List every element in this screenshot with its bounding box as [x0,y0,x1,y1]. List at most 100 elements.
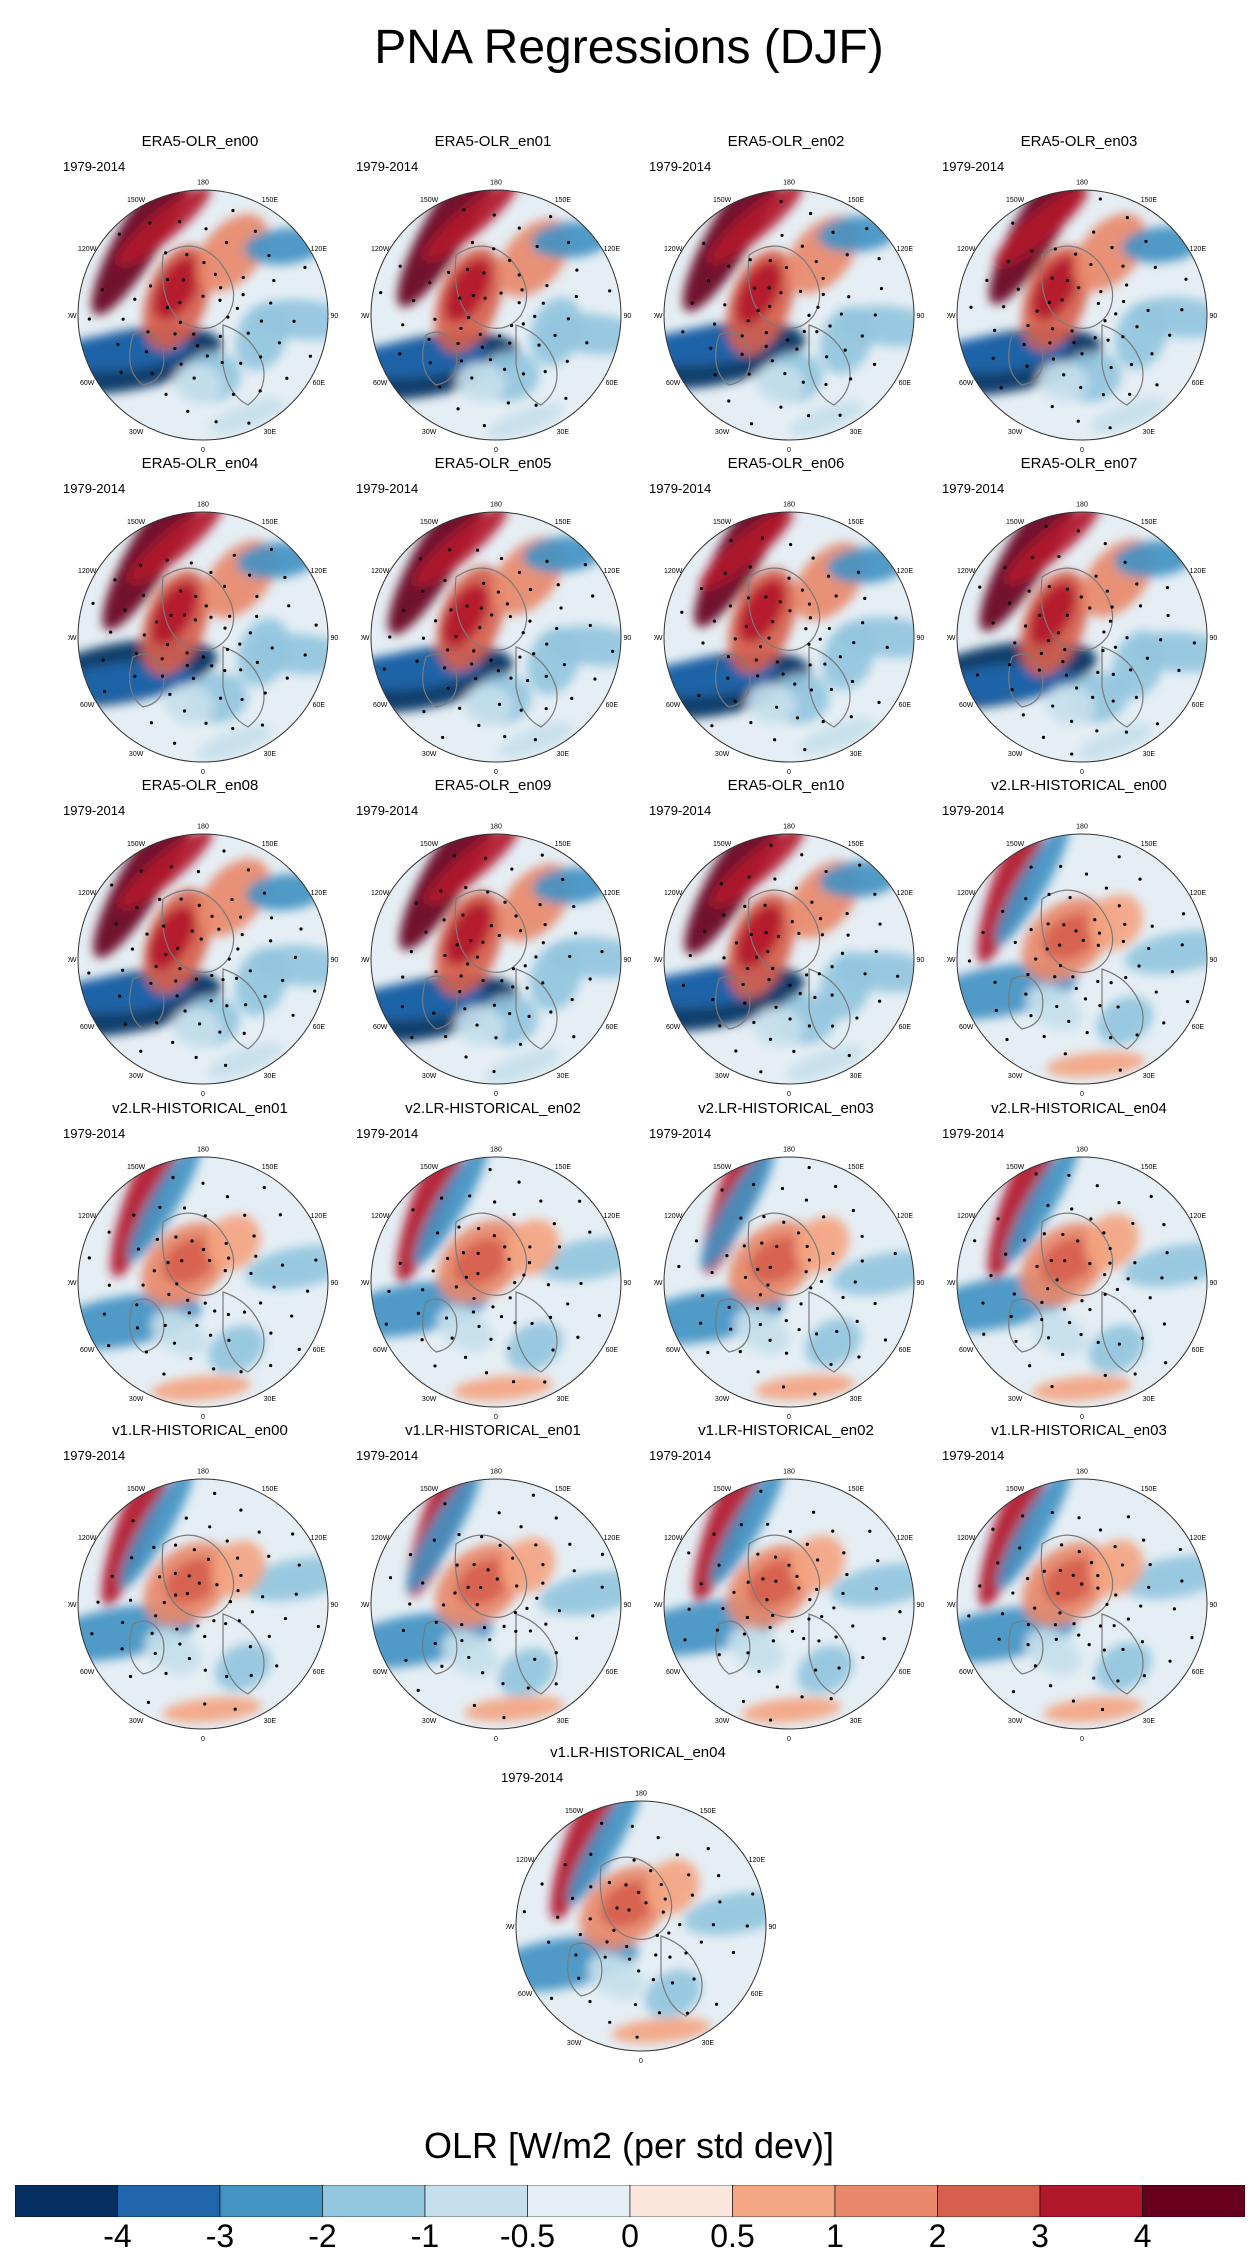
longitude-label: 90E [624,957,631,964]
olr-anomaly-region [150,581,198,645]
longitude-label: 60E [899,1024,912,1031]
longitude-label: 150E [848,841,865,848]
colorbar-tick-labels: -4 -3 -2 -1 -0.5 0 0.5 1 2 3 4 [0,2218,1258,2266]
longitude-label: 120W [371,1535,390,1542]
olr-anomaly-region [1031,256,1079,321]
longitude-label: 30W [567,2040,582,2047]
period-label: 1979-2014 [63,159,126,174]
colorbar [15,2185,1245,2217]
longitude-label: 60W [666,1024,681,1031]
olr-anomaly-region [1040,1237,1097,1284]
longitude-label: 150W [127,1486,146,1493]
longitude-label: 120W [78,890,97,897]
colorbar-tick-label: 0 [621,2218,639,2254]
map-panel: v2.LR-HISTORICAL_en02 180 150E 120E 90E 60E 30… [348,1100,638,1421]
olr-anomaly-region [196,724,272,761]
longitude-label: 60W [959,380,974,387]
longitude-label: 120W [78,1213,97,1220]
colorbar-swatch [322,2185,426,2217]
olr-anomaly-region [1111,630,1165,699]
olr-anomaly-region [1095,1642,1152,1691]
coastline [129,1212,265,1373]
olr-anomaly-region [453,1238,510,1285]
longitude-label: 150E [1141,197,1158,204]
olr-anomaly-region [1005,512,1100,585]
olr-anomaly-region [423,190,518,261]
longitude-label: 120W [957,568,976,575]
longitude-label: 60E [313,380,326,387]
longitude-label: 60E [899,1347,912,1354]
olr-anomaly-region [755,362,805,404]
olr-anomaly-region [819,306,873,375]
olr-anomaly-region [153,256,201,320]
longitude-label: 0 [494,1414,498,1421]
period-label: 1979-2014 [649,1126,712,1141]
longitude-label: 180 [1076,823,1088,830]
longitude-label: 60W [666,702,681,709]
longitude-label: 60W [666,1347,681,1354]
olr-anomaly-region [101,1479,172,1606]
map-panel: v2.LR-HISTORICAL_en04 180 150E 120E 90E 60E 30… [934,1100,1224,1421]
longitude-label: 30E [1143,1396,1156,1403]
longitude-label: 60E [1192,380,1205,387]
polar-map: 180 150E 120E 90E 60E 30E 0 30W 60W 90W 120W 150W [506,1790,776,2065]
olr-anomaly-region [234,947,288,1016]
longitude-label: 150E [262,1164,279,1171]
colorbar-tick-label: -2 [308,2218,337,2254]
olr-anomaly-region [211,1540,266,1597]
longitude-label: 0 [201,769,205,776]
longitude-label: 60W [959,1347,974,1354]
panel-grid: ERA5-OLR_en00 180 150E 120E 90E 60E 30E 0 30W 60W… [63,133,1224,2065]
longitude-label: 30E [557,1073,570,1080]
coastline [422,1212,558,1373]
significance-stippling [522,1821,755,2039]
olr-anomaly-region [145,1628,201,1675]
olr-anomaly-region [456,1559,512,1606]
map-panel: ERA5-OLR_en07 180 150E 120E 90E 60E 30E 0 30W 60W… [934,455,1224,776]
significance-stippling [379,208,612,428]
longitude-label: 30E [557,429,570,436]
period-label: 1979-2014 [63,1126,126,1141]
olr-anomaly-region [1043,913,1099,960]
longitude-label: 0 [1080,769,1084,776]
olr-anomaly-region [1026,984,1082,1031]
olr-anomaly-region [1029,581,1077,646]
colorbar-swatch [117,2185,221,2217]
colorbar-swatch [834,2185,938,2217]
map-panel: v2.LR-HISTORICAL_en00 180 150E 120E 90E 60E 30… [934,777,1224,1098]
period-label: 1979-2014 [942,1126,1005,1141]
olr-anomaly-region [237,618,291,687]
polar-map: 180 150E 120E 90E 60E 30E 0 30W 60W 90W 120W 150W [654,1146,924,1421]
longitude-label: 150E [1141,519,1158,526]
longitude-label: 0 [201,1414,205,1421]
longitude-label: 90E [1210,635,1217,642]
longitude-label: 60E [313,702,326,709]
longitude-label: 30W [1008,1718,1023,1725]
panel-title: ERA5-OLR_en03 [1020,133,1138,150]
period-label: 1979-2014 [942,481,1005,496]
significance-stippling [969,197,1188,430]
coastline [422,245,558,406]
longitude-label: 90E [917,1602,924,1609]
panel-title: v2.LR-HISTORICAL_en00 [991,777,1167,794]
period-label: 1979-2014 [649,1448,712,1463]
colorbar-tick-label: 0.5 [710,2218,755,2254]
longitude-label: 30W [715,1073,730,1080]
longitude-label: 90W [506,1924,515,1931]
longitude-label: 60W [373,380,388,387]
longitude-label: 120W [664,246,683,253]
longitude-label: 60W [959,1669,974,1676]
longitude-label: 90E [917,957,924,964]
olr-anomaly-region [484,1048,561,1084]
period-label: 1979-2014 [356,1126,419,1141]
longitude-label: 90E [624,1602,631,1609]
olr-anomaly-region [786,1045,863,1081]
longitude-label: 60E [313,1024,326,1031]
olr-anomaly-region [753,1006,804,1048]
longitude-label: 60W [373,1347,388,1354]
olr-anomaly-region [235,302,289,371]
polar-map: 180 150E 120E 90E 60E 30E 0 30W 60W 90W 120W 150W [947,823,1217,1098]
olr-anomaly-region [171,1007,222,1048]
olr-anomaly-region [128,512,223,584]
map-panel: ERA5-OLR_en06 180 150E 120E 90E 60E 30E 0 30W 60W… [641,455,931,776]
